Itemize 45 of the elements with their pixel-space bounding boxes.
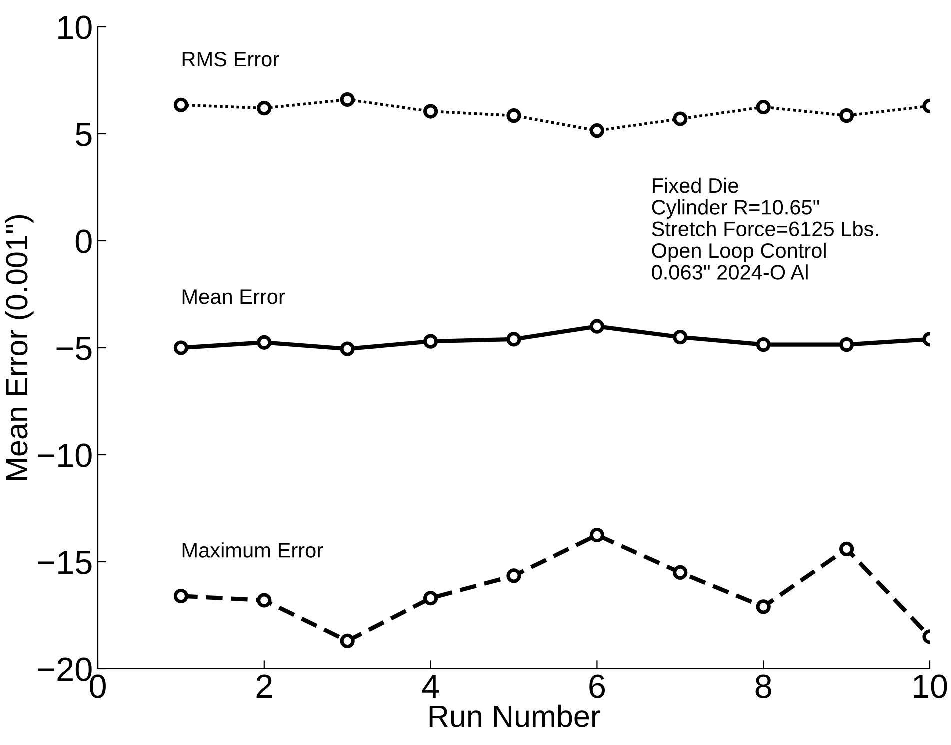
x-tick-label: 6	[590, 674, 606, 698]
point	[257, 335, 272, 350]
y-tick-label: −15	[38, 551, 92, 574]
x-tick-label: 2	[256, 674, 272, 698]
point	[340, 634, 355, 648]
x-tick-label: 4	[422, 675, 440, 698]
point	[673, 565, 688, 580]
annotation: Fixed Die Cylinder R=10.65" Stretch Force=6125 Lbs. Open Loop Control 0.063" 2024-O Al	[652, 178, 878, 280]
y-tick-label: 0	[76, 230, 92, 254]
y-axis-title: Mean Error (0.001")	[5, 215, 34, 480]
point	[257, 101, 272, 116]
y-tick-label: −20	[38, 658, 92, 682]
y-tick-label: 5	[76, 123, 92, 146]
y-tick-label: 10	[58, 16, 92, 40]
series-label: Maximum Error	[182, 542, 324, 558]
point	[840, 542, 854, 556]
x-tick-label: 10	[914, 674, 948, 698]
point	[174, 98, 188, 112]
series-label: Mean Error	[182, 290, 286, 304]
point	[840, 338, 854, 352]
point	[174, 588, 188, 604]
y-tick-label: −5	[56, 337, 92, 360]
point	[590, 124, 604, 138]
y-tick-label: −10	[38, 444, 92, 468]
point	[673, 112, 688, 126]
point	[673, 330, 688, 345]
x-axis-title: Run Number	[430, 704, 600, 728]
point	[840, 108, 854, 124]
point	[340, 92, 355, 108]
point	[756, 600, 771, 614]
point	[506, 108, 522, 124]
point	[424, 334, 438, 349]
point	[340, 342, 355, 356]
point	[756, 100, 771, 115]
point	[506, 568, 522, 584]
point	[506, 332, 522, 347]
point	[756, 338, 771, 352]
point	[424, 591, 438, 606]
point	[174, 340, 188, 356]
x-tick-label: 8	[756, 674, 772, 698]
point	[257, 593, 272, 608]
point	[590, 319, 604, 334]
point	[590, 528, 604, 543]
point	[424, 104, 438, 119]
series-label: RMS Error	[182, 52, 280, 67]
